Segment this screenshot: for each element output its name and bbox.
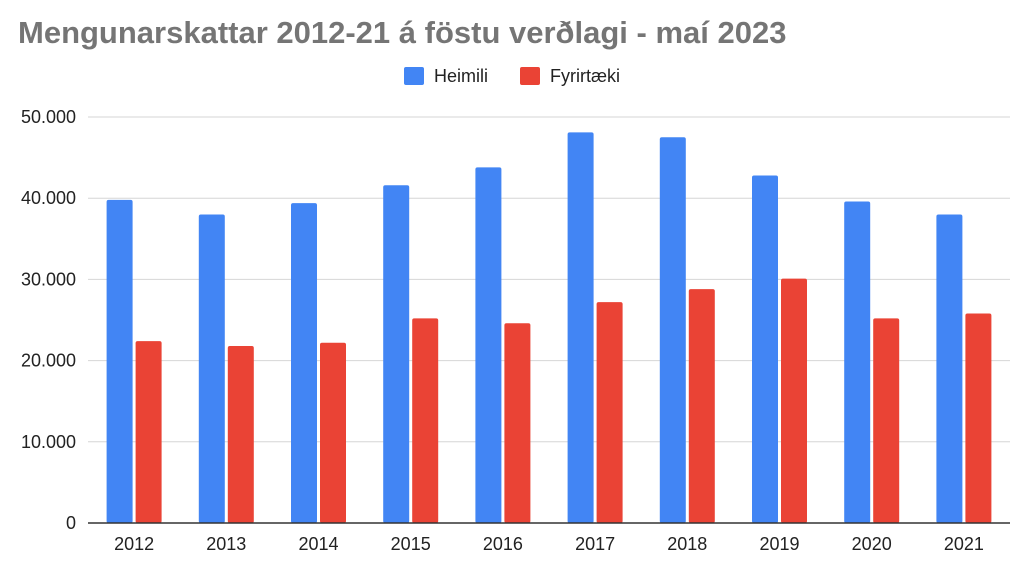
legend-swatch (520, 67, 540, 85)
y-tick-label: 20.000 (21, 351, 76, 371)
x-tick-label: 2017 (575, 534, 615, 554)
bar-fyrirtaeki-2013 (227, 345, 254, 523)
bar-heimili-2012 (106, 199, 133, 523)
y-tick-label: 10.000 (21, 432, 76, 452)
bar-fyrirtaeki-2016 (504, 323, 531, 523)
x-tick-label: 2012 (114, 534, 154, 554)
bar-fyrirtaeki-2014 (320, 342, 346, 523)
x-tick-label: 2015 (391, 534, 431, 554)
bar-heimili-2020 (844, 201, 871, 523)
bar-fyrirtaeki-2015 (412, 318, 439, 523)
bars (106, 132, 992, 524)
bar-heimili-2013 (198, 214, 225, 523)
bar-heimili-2015 (383, 185, 410, 523)
legend: Heimili Fyrirtæki (404, 66, 620, 86)
gridlines (88, 116, 1010, 443)
x-tick-label: 2013 (206, 534, 246, 554)
bar-fyrirtaeki-2018 (688, 289, 715, 523)
bar-fyrirtaeki-2017 (596, 302, 623, 523)
y-axis-ticks: 0 10.000 20.000 30.000 40.000 50.000 (21, 107, 76, 533)
bar-fyrirtaeki-2012 (135, 341, 162, 523)
y-tick-label: 30.000 (21, 269, 76, 289)
bar-heimili-2019 (752, 175, 778, 524)
x-tick-label: 2019 (759, 534, 799, 554)
x-tick-label: 2018 (667, 534, 707, 554)
bar-fyrirtaeki-2020 (873, 318, 900, 523)
x-tick-label: 2016 (483, 534, 523, 554)
legend-swatch (404, 67, 424, 85)
x-tick-label: 2020 (852, 534, 892, 554)
bar-heimili-2017 (567, 132, 594, 524)
bar-fyrirtaeki-2019 (781, 278, 807, 523)
bar-heimili-2016 (475, 167, 502, 523)
y-tick-label: 40.000 (21, 188, 76, 208)
x-tick-label: 2014 (298, 534, 338, 554)
y-tick-label: 0 (66, 513, 76, 533)
legend-label: Fyrirtæki (550, 66, 620, 86)
chart-title: Mengunarskattar 2012-21 á föstu verðlagi… (18, 15, 786, 50)
bar-heimili-2021 (936, 214, 963, 523)
x-tick-label: 2021 (944, 534, 984, 554)
bar-fyrirtaeki-2021 (965, 313, 992, 523)
bar-heimili-2014 (291, 203, 317, 523)
legend-label: Heimili (434, 66, 488, 86)
x-axis-ticks: 2012 2013 2014 2015 2016 2017 2018 2019 2020 2021 (114, 534, 984, 554)
y-tick-label: 50.000 (21, 107, 76, 127)
bar-heimili-2018 (659, 137, 686, 524)
